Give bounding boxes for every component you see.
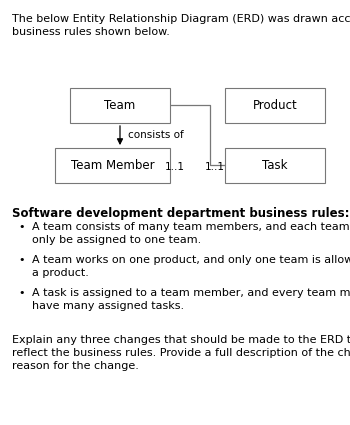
Text: reason for the change.: reason for the change. (12, 361, 139, 371)
Text: Explain any three changes that should be made to the ERD to accurately: Explain any three changes that should be… (12, 335, 350, 345)
Text: have many assigned tasks.: have many assigned tasks. (32, 301, 184, 311)
Text: The below Entity Relationship Diagram (ERD) was drawn according to the: The below Entity Relationship Diagram (E… (12, 14, 350, 24)
Text: consists of: consists of (128, 130, 184, 140)
Text: A task is assigned to a team member, and every team member can: A task is assigned to a team member, and… (32, 288, 350, 298)
Text: •: • (19, 222, 25, 232)
Text: Product: Product (253, 99, 298, 112)
Text: Task: Task (262, 159, 288, 172)
Text: A team consists of many team members, and each team member can: A team consists of many team members, an… (32, 222, 350, 232)
Text: Team Member: Team Member (71, 159, 154, 172)
Text: reflect the business rules. Provide a full description of the change and the: reflect the business rules. Provide a fu… (12, 348, 350, 358)
Bar (55, 148, 170, 183)
Bar (70, 88, 170, 123)
Text: •: • (19, 288, 25, 298)
Text: a product.: a product. (32, 268, 89, 278)
Text: Software development department business rules:: Software development department business… (12, 207, 350, 220)
Text: 1..1: 1..1 (205, 162, 225, 172)
Text: A team works on one product, and only one team is allowed to work on: A team works on one product, and only on… (32, 255, 350, 265)
Text: only be assigned to one team.: only be assigned to one team. (32, 235, 201, 245)
Text: Team: Team (104, 99, 136, 112)
Text: •: • (19, 255, 25, 265)
Text: 1..1: 1..1 (165, 162, 185, 172)
Text: business rules shown below.: business rules shown below. (12, 27, 170, 37)
Bar (225, 148, 325, 183)
Bar (225, 88, 325, 123)
